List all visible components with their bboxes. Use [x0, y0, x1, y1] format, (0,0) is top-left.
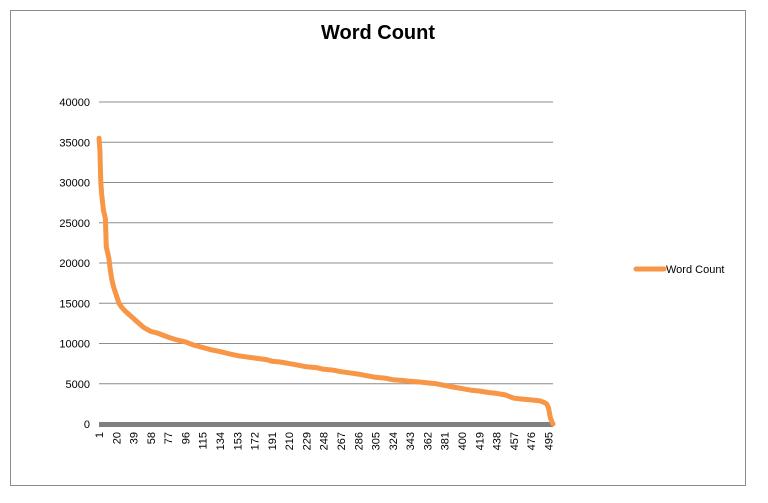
- x-tick-label: 343: [405, 432, 417, 450]
- chart-frame: [10, 10, 746, 486]
- series-layer: [96, 135, 556, 427]
- y-tick-label: 10000: [59, 339, 90, 351]
- x-tick-label: 153: [232, 432, 244, 450]
- y-tick-label: 25000: [59, 218, 90, 230]
- x-tick-label: 1: [94, 432, 106, 438]
- y-tick-label: 0: [84, 419, 90, 431]
- x-tick-label: 115: [198, 432, 210, 450]
- x-tick-label: 210: [284, 432, 296, 450]
- y-tick-label: 20000: [59, 258, 90, 270]
- x-tick-label: 305: [371, 432, 383, 450]
- y-tick-label: 40000: [59, 97, 90, 109]
- x-tick-label: 96: [180, 432, 192, 444]
- series-line: [96, 135, 556, 427]
- x-axis-ticks: 1 20 39 58 77 96 115 134 153 172 191 210 229 248 267 28…: [94, 432, 555, 450]
- y-tick-label: 30000: [59, 178, 90, 190]
- x-tick-label: 286: [353, 432, 365, 450]
- x-tick-label: 248: [319, 432, 331, 450]
- x-tick-label: 476: [526, 432, 538, 450]
- x-tick-label: 39: [129, 432, 141, 444]
- x-tick-label: 229: [301, 432, 313, 450]
- x-tick-label: 134: [215, 432, 227, 450]
- x-tick-label: 362: [422, 432, 434, 450]
- y-tick-label: 15000: [59, 298, 90, 310]
- x-tick-label: 438: [492, 432, 504, 450]
- x-tick-label: 267: [336, 432, 348, 450]
- chart-title: Word Count: [320, 22, 436, 44]
- legend: Word Count: [633, 264, 725, 276]
- x-tick-label: 324: [388, 432, 400, 450]
- legend-label: Word Count: [666, 264, 725, 276]
- x-tick-label: 191: [267, 432, 279, 450]
- gridlines: [99, 101, 553, 427]
- x-tick-label: 172: [250, 432, 262, 450]
- x-tick-label: 419: [474, 432, 486, 450]
- x-tick-label: 495: [543, 432, 555, 450]
- y-axis-ticks: 0 5000 10000 15000 20000 25000 30000 35000 40000: [59, 97, 90, 431]
- x-axis-line: [99, 422, 553, 427]
- x-tick-label: 58: [146, 432, 158, 444]
- x-tick-label: 381: [440, 432, 452, 450]
- y-tick-label: 5000: [66, 379, 90, 391]
- x-tick-label: 77: [163, 432, 175, 444]
- x-tick-label: 400: [457, 432, 469, 450]
- x-tick-label: 457: [509, 432, 521, 450]
- y-tick-label: 35000: [59, 137, 90, 149]
- x-tick-label: 20: [111, 432, 123, 444]
